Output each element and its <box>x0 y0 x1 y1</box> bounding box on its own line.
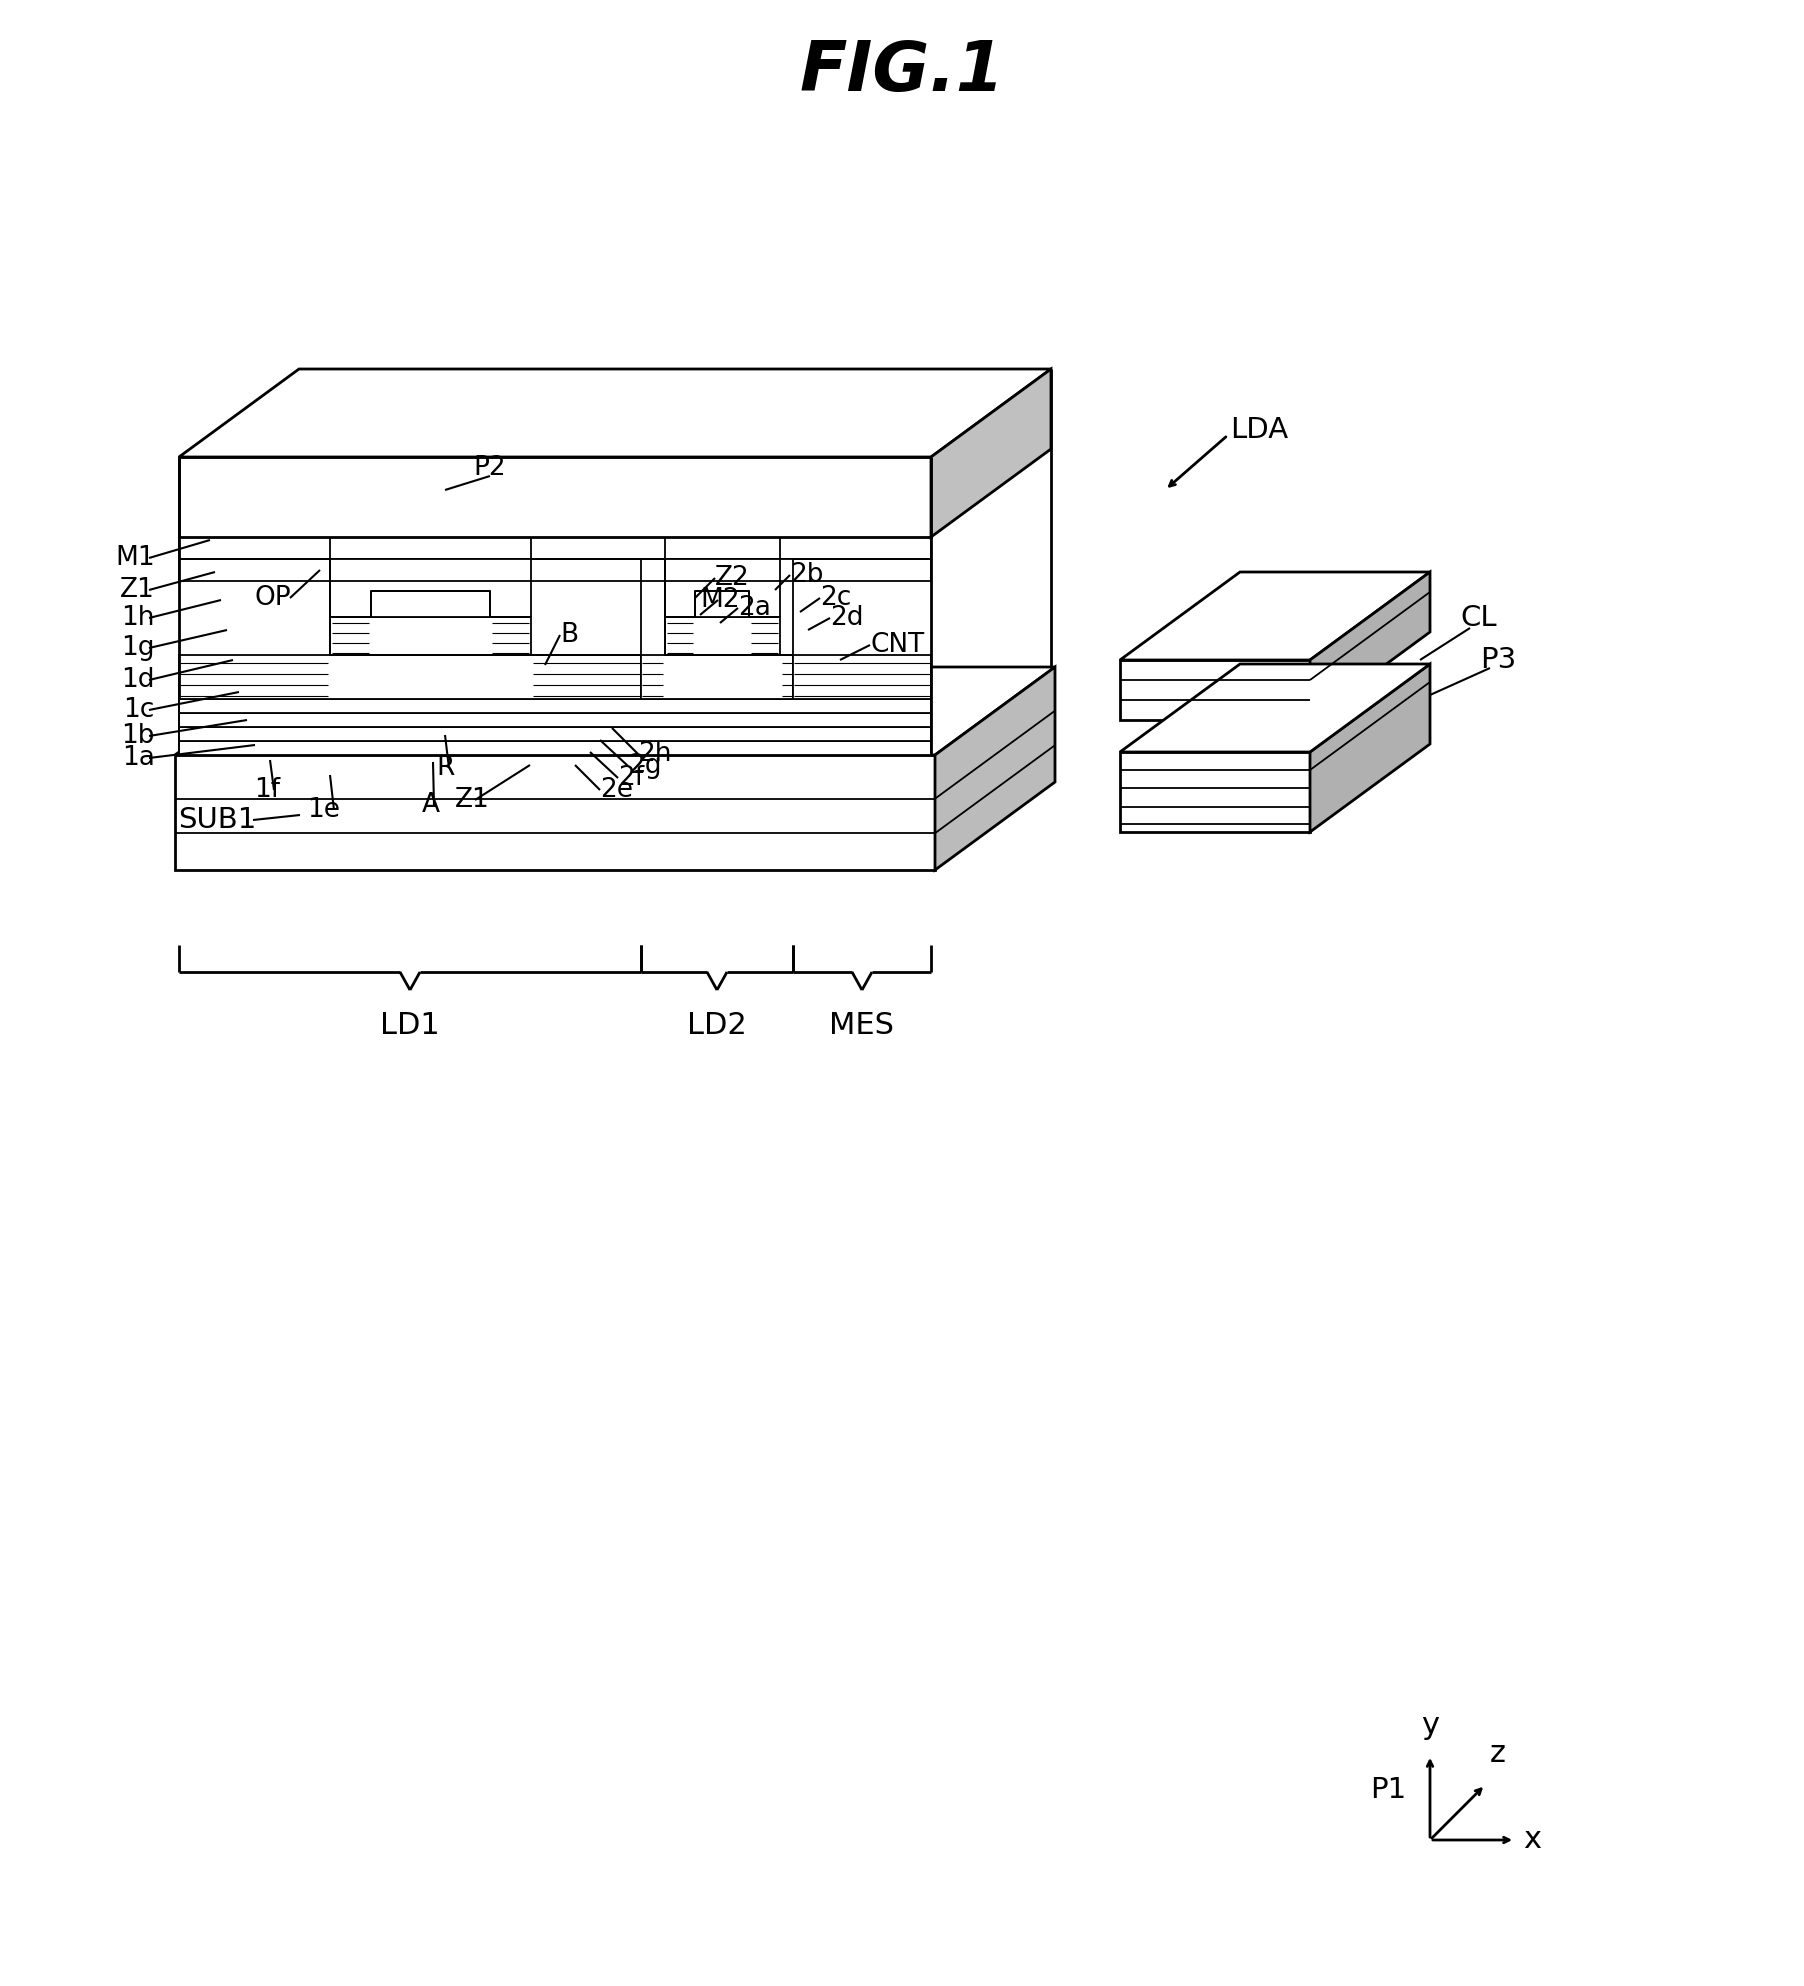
Polygon shape <box>934 667 1055 870</box>
Text: 2b: 2b <box>790 562 823 588</box>
Polygon shape <box>179 655 640 699</box>
Text: M2: M2 <box>700 588 740 614</box>
Text: MES: MES <box>830 1011 895 1041</box>
Text: LDA: LDA <box>1230 415 1288 445</box>
Polygon shape <box>175 755 934 870</box>
Polygon shape <box>330 618 530 655</box>
Text: LD1: LD1 <box>381 1011 440 1041</box>
Text: 2e: 2e <box>601 777 633 802</box>
Text: M1: M1 <box>115 544 155 572</box>
Text: 1a: 1a <box>123 745 155 771</box>
Polygon shape <box>1310 572 1431 721</box>
Text: CL: CL <box>1459 604 1497 632</box>
Text: 2g: 2g <box>628 753 662 779</box>
Polygon shape <box>179 536 931 558</box>
Text: 1f: 1f <box>254 777 280 802</box>
Text: Z1: Z1 <box>121 578 155 604</box>
Text: 2a: 2a <box>738 596 770 622</box>
Text: A: A <box>422 792 440 818</box>
Text: 1h: 1h <box>121 606 155 632</box>
Text: Z1: Z1 <box>455 786 489 812</box>
Text: 1d: 1d <box>121 667 155 693</box>
Text: OP: OP <box>254 586 292 612</box>
Text: P1: P1 <box>1369 1775 1407 1803</box>
Text: 2d: 2d <box>830 606 864 632</box>
Polygon shape <box>179 741 931 755</box>
Polygon shape <box>372 592 491 618</box>
Text: SUB1: SUB1 <box>179 806 256 834</box>
Text: P2: P2 <box>474 455 507 481</box>
Text: 1b: 1b <box>121 723 155 749</box>
Polygon shape <box>179 457 931 536</box>
Text: 2f: 2f <box>619 765 644 790</box>
Text: Z2: Z2 <box>714 564 750 592</box>
Polygon shape <box>1120 659 1310 721</box>
Text: 2h: 2h <box>639 741 671 767</box>
Polygon shape <box>179 699 931 713</box>
Polygon shape <box>666 618 779 655</box>
Polygon shape <box>179 369 1052 457</box>
Polygon shape <box>931 369 1052 536</box>
Polygon shape <box>1120 572 1431 659</box>
Polygon shape <box>640 655 794 699</box>
Text: LD2: LD2 <box>687 1011 747 1041</box>
Text: 2c: 2c <box>821 586 851 612</box>
Polygon shape <box>794 655 931 699</box>
Polygon shape <box>179 558 931 582</box>
Text: FIG.1: FIG.1 <box>799 38 1005 105</box>
Text: y: y <box>1422 1712 1440 1740</box>
Text: P3: P3 <box>1479 645 1515 673</box>
Polygon shape <box>179 713 931 727</box>
Text: 1e: 1e <box>307 796 339 822</box>
Text: B: B <box>559 622 577 647</box>
Text: x: x <box>1523 1825 1541 1855</box>
Polygon shape <box>1120 753 1310 832</box>
Polygon shape <box>1310 663 1431 832</box>
Text: z: z <box>1490 1740 1505 1768</box>
Text: R: R <box>437 755 455 780</box>
Text: 1g: 1g <box>121 636 155 661</box>
Polygon shape <box>1120 663 1431 753</box>
Text: CNT: CNT <box>870 632 924 657</box>
Text: 1c: 1c <box>124 697 155 723</box>
Polygon shape <box>179 727 931 741</box>
Polygon shape <box>175 667 1055 755</box>
Polygon shape <box>695 592 749 618</box>
